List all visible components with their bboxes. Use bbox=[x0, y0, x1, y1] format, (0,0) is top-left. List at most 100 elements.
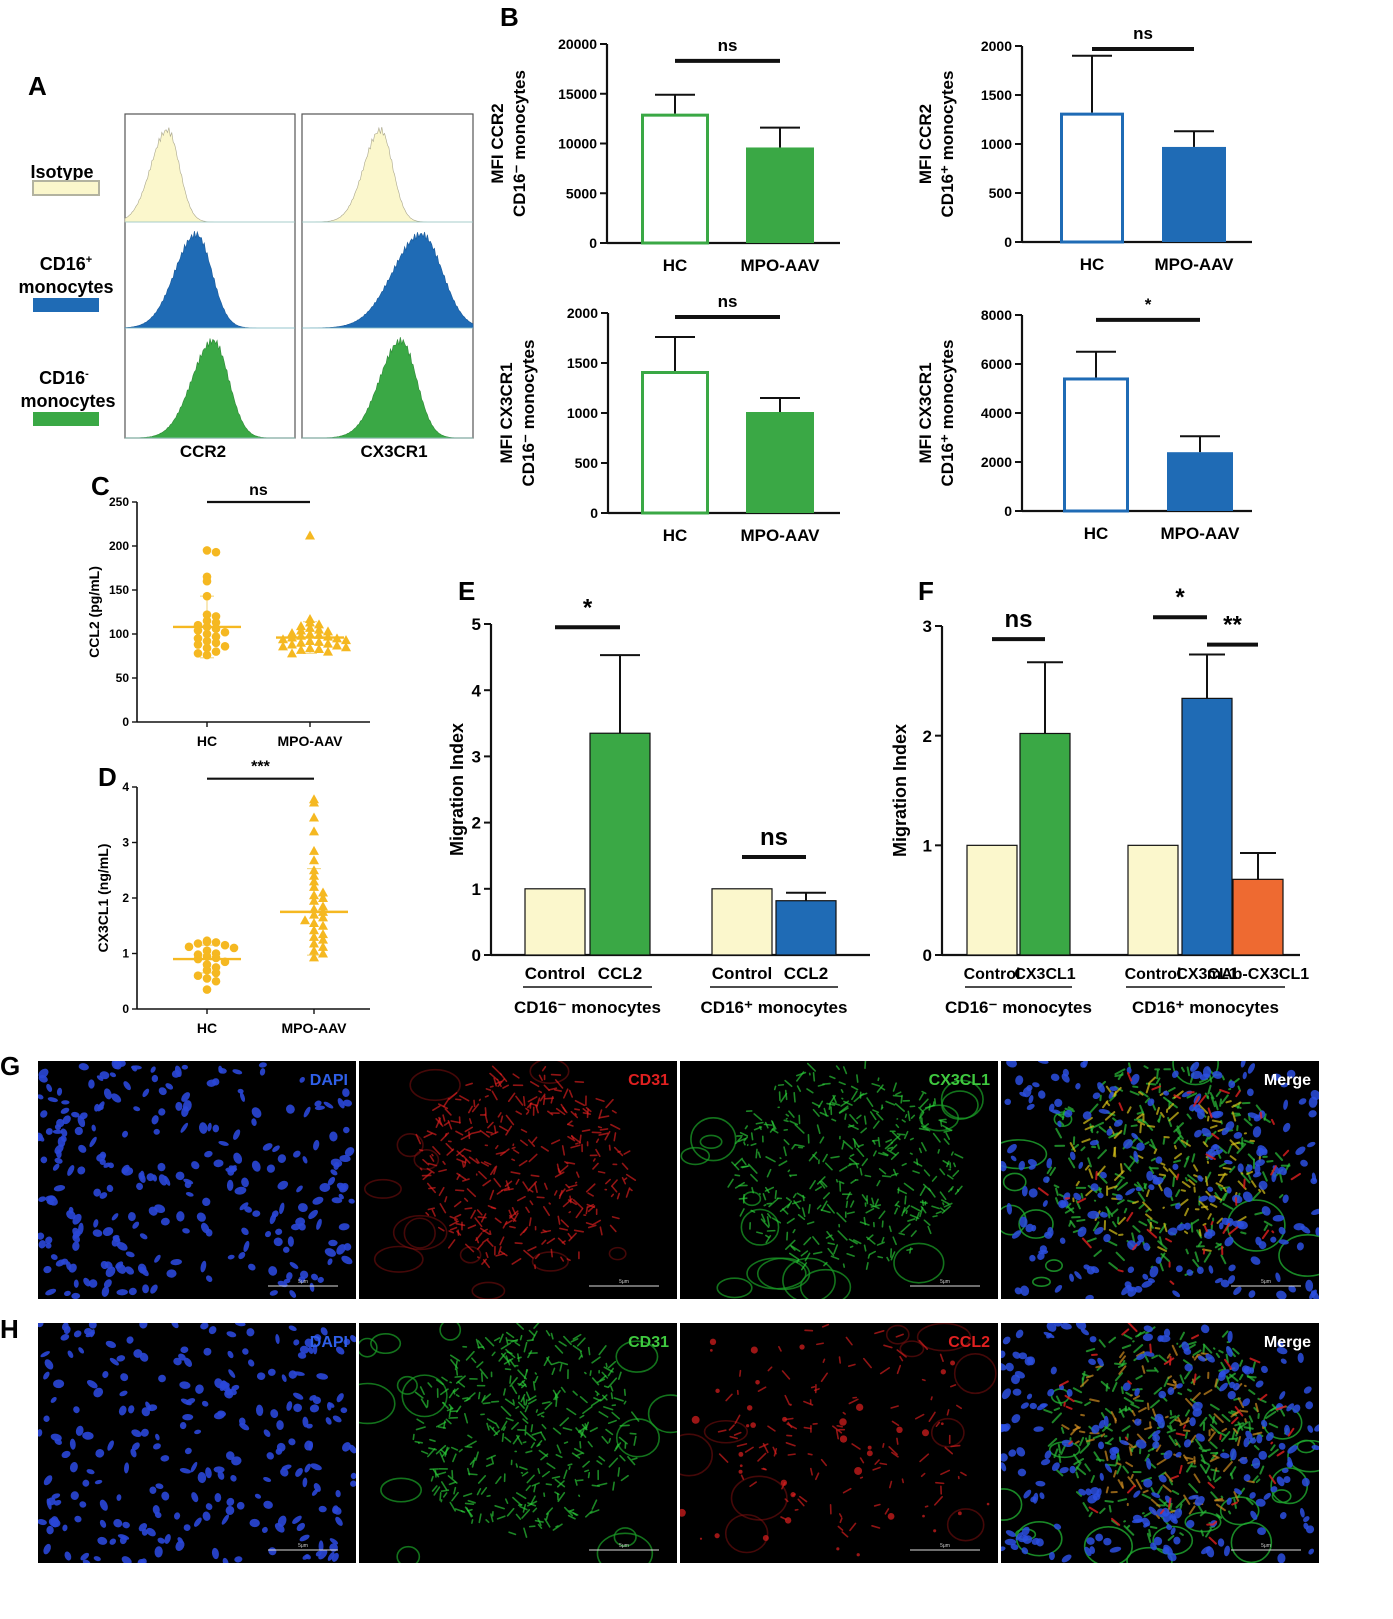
nucleus bbox=[1047, 1388, 1055, 1397]
signal-stroke bbox=[609, 1224, 617, 1233]
signal-stroke bbox=[1168, 1111, 1179, 1122]
signal-stroke bbox=[1150, 1138, 1157, 1150]
signal-stroke bbox=[605, 1362, 608, 1368]
signal-stroke bbox=[1088, 1511, 1093, 1518]
tubule-border bbox=[613, 1527, 637, 1547]
signal-stroke bbox=[591, 1377, 600, 1386]
data-point bbox=[211, 547, 221, 557]
signal-stroke bbox=[1207, 1107, 1213, 1119]
nucleus bbox=[205, 1275, 213, 1283]
signal-stroke bbox=[1142, 1201, 1152, 1212]
signal-stroke bbox=[1243, 1178, 1246, 1189]
nucleus bbox=[1305, 1401, 1314, 1410]
nucleus bbox=[116, 1289, 128, 1296]
signal-stroke bbox=[816, 1176, 826, 1185]
signal-dot bbox=[839, 1435, 848, 1443]
signal-stroke bbox=[872, 1466, 881, 1471]
signal-stroke bbox=[765, 1156, 776, 1163]
signal-stroke bbox=[428, 1447, 437, 1451]
signal-stroke bbox=[888, 1225, 892, 1233]
data-point bbox=[314, 643, 324, 653]
signal-stroke bbox=[736, 1443, 748, 1447]
x-tick-label: HC bbox=[663, 256, 688, 275]
signal-stroke bbox=[1106, 1240, 1118, 1247]
micrograph-label: Merge bbox=[1264, 1072, 1311, 1089]
scale-bar-label: 5μm bbox=[619, 1279, 629, 1285]
nucleus bbox=[1087, 1210, 1100, 1219]
signal-stroke bbox=[1175, 1173, 1180, 1181]
signal-stroke bbox=[1126, 1484, 1136, 1494]
tubule-border bbox=[680, 1433, 714, 1477]
data-point bbox=[211, 632, 221, 641]
signal-stroke bbox=[1168, 1168, 1178, 1179]
signal-stroke bbox=[435, 1379, 444, 1386]
signal-stroke bbox=[487, 1205, 497, 1210]
signal-stroke bbox=[592, 1219, 602, 1226]
signal-stroke bbox=[452, 1453, 457, 1463]
data-point bbox=[309, 881, 319, 891]
nucleus bbox=[302, 1477, 308, 1488]
signal-stroke bbox=[464, 1506, 474, 1517]
signal-stroke bbox=[1198, 1094, 1207, 1105]
signal-stroke bbox=[744, 1446, 754, 1453]
nucleus bbox=[258, 1062, 267, 1068]
nucleus bbox=[1219, 1222, 1224, 1230]
panel-a: Isotype CD16+ monocytes CD16- monocytes … bbox=[18, 113, 474, 461]
signal-stroke bbox=[489, 1072, 498, 1081]
signal-stroke bbox=[740, 1474, 745, 1480]
signal-stroke bbox=[607, 1419, 617, 1424]
signal-stroke bbox=[611, 1411, 621, 1420]
signal-stroke bbox=[806, 1221, 815, 1225]
nucleus bbox=[1277, 1340, 1284, 1348]
signal-stroke bbox=[1202, 1248, 1206, 1255]
signal-stroke bbox=[552, 1427, 562, 1435]
nucleus bbox=[116, 1355, 126, 1362]
signal-stroke bbox=[574, 1080, 585, 1084]
micrograph-label: CD31 bbox=[628, 1334, 669, 1351]
signal-stroke bbox=[572, 1345, 583, 1353]
signal-stroke bbox=[523, 1341, 528, 1353]
signal-stroke bbox=[1148, 1529, 1152, 1537]
signal-stroke bbox=[822, 1358, 826, 1363]
signal-stroke bbox=[807, 1453, 813, 1456]
signal-stroke bbox=[838, 1105, 849, 1114]
signal-stroke bbox=[950, 1444, 961, 1448]
signal-stroke bbox=[585, 1183, 596, 1193]
tubule-border bbox=[1031, 1276, 1051, 1287]
nucleus bbox=[1085, 1488, 1092, 1496]
signal-stroke bbox=[1203, 1389, 1213, 1396]
nucleus bbox=[246, 1328, 255, 1337]
tubule-border bbox=[782, 1257, 836, 1299]
tubule-border bbox=[953, 1352, 997, 1395]
nucleus bbox=[1256, 1434, 1263, 1444]
data-point bbox=[211, 968, 221, 978]
nucleus bbox=[119, 1390, 128, 1397]
nucleus bbox=[309, 1394, 317, 1401]
signal-stroke bbox=[1207, 1213, 1212, 1220]
signal-stroke bbox=[465, 1082, 473, 1087]
signal-stroke bbox=[1259, 1393, 1268, 1401]
nucleus bbox=[1300, 1225, 1311, 1234]
signal-stroke bbox=[876, 1084, 884, 1093]
signal-stroke bbox=[568, 1510, 579, 1516]
nucleus bbox=[1054, 1323, 1062, 1327]
signal-dot bbox=[691, 1415, 700, 1424]
nucleus bbox=[329, 1131, 338, 1142]
signal-stroke bbox=[1123, 1162, 1132, 1172]
signal-stroke bbox=[495, 1422, 500, 1429]
nucleus bbox=[1038, 1249, 1049, 1255]
signal-stroke bbox=[1174, 1439, 1181, 1448]
signal-stroke bbox=[587, 1203, 595, 1208]
signal-stroke bbox=[942, 1202, 945, 1206]
signal-stroke bbox=[514, 1242, 523, 1245]
signal-stroke bbox=[1187, 1388, 1192, 1393]
nucleus bbox=[226, 1497, 235, 1506]
signal-stroke bbox=[1247, 1153, 1255, 1161]
signal-stroke bbox=[942, 1159, 950, 1165]
nucleus bbox=[1098, 1419, 1106, 1429]
signal-stroke bbox=[546, 1237, 556, 1245]
micrograph-content bbox=[363, 1061, 637, 1299]
scale-bar-label: 5μm bbox=[1261, 1543, 1271, 1549]
bar bbox=[641, 113, 709, 245]
